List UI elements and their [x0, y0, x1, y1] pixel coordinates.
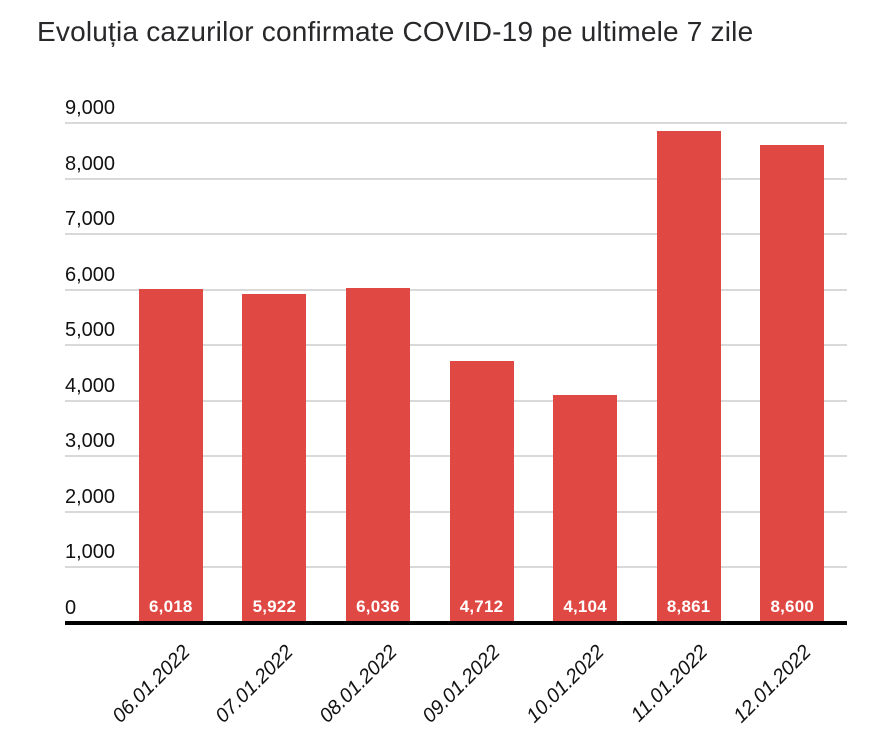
gridline — [65, 344, 847, 347]
y-axis-tick-label: 1,000 — [65, 541, 116, 564]
bar-value-label: 6,018 — [149, 597, 193, 616]
chart-title: Evoluția cazurilor confirmate COVID-19 p… — [37, 16, 754, 47]
bar-value-label: 8,861 — [666, 597, 711, 616]
y-axis-tick-label: 4,000 — [65, 374, 116, 397]
bar-value-label: 8,600 — [770, 597, 815, 616]
bar-value-label: 6,036 — [356, 597, 400, 616]
bar-slot: 8,861 — [637, 123, 741, 623]
y-axis-tick-label: 5,000 — [65, 319, 116, 342]
bar-slot: 6,018 — [119, 123, 223, 623]
bar-slot: 8,600 — [740, 123, 844, 623]
bar-value-label: 5,922 — [252, 597, 297, 616]
bar-slot: 4,712 — [430, 123, 534, 623]
bar-09.01.2022: 4,712 — [449, 361, 514, 623]
x-axis-line — [65, 621, 847, 625]
bars-plot-area: 6,018 5,922 6,036 4,712 4,104 8,861 8,600 — [119, 123, 844, 623]
x-axis-label: 09.01.2022 — [418, 641, 506, 728]
gridline — [65, 177, 847, 180]
bar-slot: 4,104 — [533, 123, 637, 623]
x-axis-label: 06.01.2022 — [107, 641, 195, 728]
gridline — [65, 122, 847, 124]
bar-11.01.2022: 8,861 — [656, 130, 721, 623]
bar-value-label: 4,712 — [459, 597, 504, 616]
y-axis-tick-label: 6,000 — [65, 263, 116, 286]
gridline — [65, 233, 847, 236]
y-axis-tick-label: 0 — [65, 597, 77, 619]
bar-10.01.2022: 4,104 — [553, 395, 618, 623]
y-axis-tick-label: 9,000 — [65, 97, 116, 119]
gridline — [65, 288, 847, 291]
x-axis-label: 07.01.2022 — [211, 641, 298, 728]
bar-07.01.2022: 5,922 — [242, 294, 307, 623]
bar-12.01.2022: 8,600 — [760, 145, 825, 623]
y-axis-tick-label: 2,000 — [65, 485, 116, 508]
bar-slot: 5,922 — [223, 123, 327, 623]
bar-slot: 6,036 — [326, 123, 430, 623]
x-axis-label: 08.01.2022 — [315, 641, 402, 728]
x-axis-label: 12.01.2022 — [729, 641, 816, 728]
bar-06.01.2022: 6,018 — [138, 288, 203, 623]
y-axis-tick-label: 7,000 — [65, 208, 116, 231]
y-axis-tick-label: 3,000 — [65, 430, 116, 453]
bar-08.01.2022: 6,036 — [345, 287, 410, 623]
x-axis-label: 11.01.2022 — [626, 641, 713, 727]
y-axis-tick-label: 8,000 — [65, 152, 116, 175]
x-axis-label: 10.01.2022 — [522, 641, 609, 728]
bar-value-label: 4,104 — [563, 597, 607, 616]
